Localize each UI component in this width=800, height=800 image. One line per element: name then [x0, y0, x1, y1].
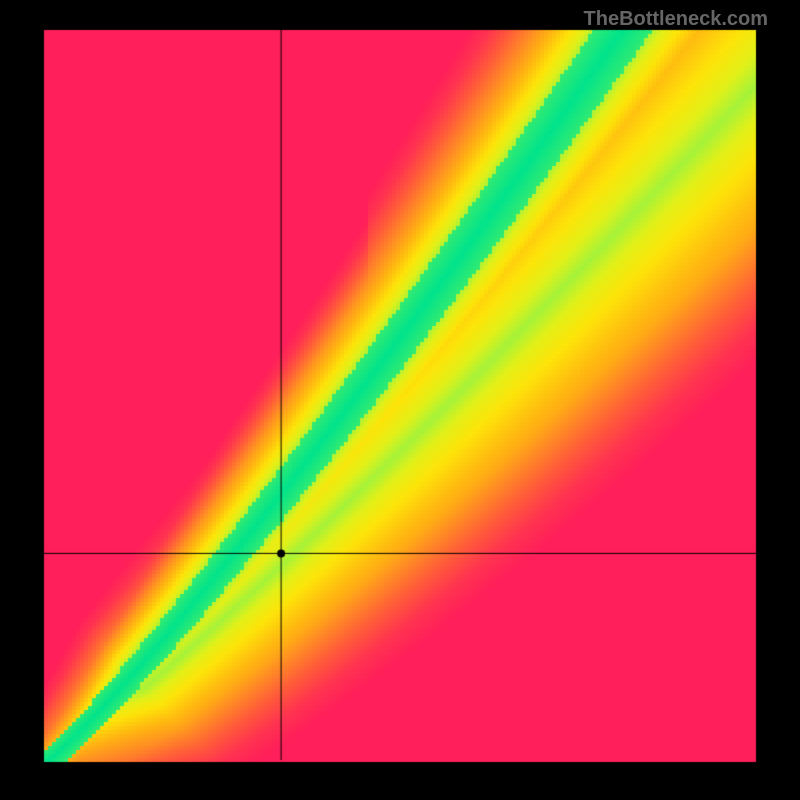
bottleneck-heatmap — [0, 0, 800, 800]
watermark-text: TheBottleneck.com — [584, 8, 768, 31]
